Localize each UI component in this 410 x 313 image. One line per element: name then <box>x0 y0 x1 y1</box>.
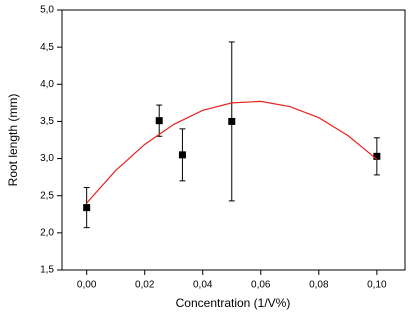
y-tick-label: 2,0 <box>40 227 54 238</box>
y-tick-label: 3,0 <box>40 153 54 164</box>
data-point <box>83 204 91 212</box>
x-tick-label: 0,04 <box>193 280 213 291</box>
fit-curve <box>86 100 378 204</box>
data-point <box>373 152 381 160</box>
y-tick-label: 2,5 <box>40 190 54 201</box>
data-point <box>228 117 236 125</box>
y-tick-label: 4,5 <box>40 42 54 53</box>
x-tick-label: 0,06 <box>251 280 271 291</box>
x-tick-label: 0,10 <box>367 280 387 291</box>
y-tick-label: 3,5 <box>40 116 54 127</box>
y-tick-label: 4,0 <box>40 79 54 90</box>
y-tick-label: 1,5 <box>40 265 54 276</box>
plot-frame <box>61 9 406 271</box>
data-point <box>155 117 163 125</box>
x-tick-label: 0,00 <box>77 280 97 291</box>
x-tick-label: 0,08 <box>309 280 329 291</box>
x-axis-label: Concentration (1/V%) <box>176 296 291 310</box>
y-tick-label: 5,0 <box>40 5 54 16</box>
x-tick-label: 0,02 <box>135 280 155 291</box>
data-point <box>178 151 186 159</box>
y-axis-label: Root length (mm) <box>6 94 20 187</box>
